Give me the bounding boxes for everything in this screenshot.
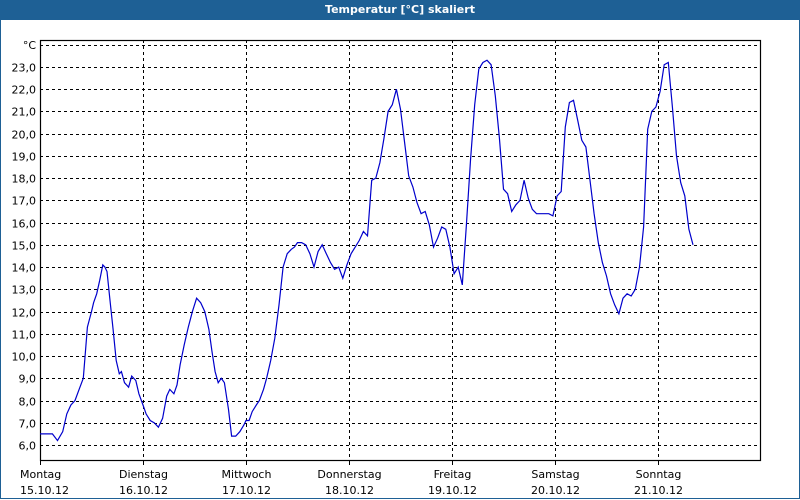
y-axis-unit-label: °C — [23, 39, 37, 52]
y-tick-label: 16,0 — [12, 218, 37, 231]
x-tick-day: Sonntag — [636, 468, 682, 481]
x-tick-day: Samstag — [531, 468, 579, 481]
x-tick-day: Freitag — [434, 468, 472, 481]
window-title: Temperatur [°C] skaliert — [0, 0, 800, 20]
y-tick-label: 23,0 — [12, 62, 37, 75]
x-tick-date: 18.10.12 — [325, 484, 374, 497]
y-tick-label: 8,0 — [19, 396, 37, 409]
x-tick-day: Donnerstag — [317, 468, 381, 481]
y-tick-label: 12,0 — [12, 307, 37, 320]
x-tick-date: 21.10.12 — [634, 484, 683, 497]
temperature-line — [40, 59, 694, 442]
y-tick-label: 15,0 — [12, 240, 37, 253]
x-tick-day: Mittwoch — [222, 468, 272, 481]
y-tick-label: 18,0 — [12, 173, 37, 186]
y-tick-label: 14,0 — [12, 262, 37, 275]
y-tick-label: 20,0 — [12, 129, 37, 142]
y-tick-label: 11,0 — [12, 329, 37, 342]
x-tick-date: 20.10.12 — [531, 484, 580, 497]
x-tick-date: 15.10.12 — [20, 484, 69, 497]
y-tick-label: 22,0 — [12, 84, 37, 97]
plot-frame — [39, 39, 762, 462]
y-tick-label: 19,0 — [12, 151, 37, 164]
x-tick-day: Montag — [20, 468, 61, 481]
x-tick-day: Dienstag — [119, 468, 168, 481]
x-tick-date: 16.10.12 — [119, 484, 168, 497]
y-tick-label: 9,0 — [19, 373, 37, 386]
y-tick-label: 17,0 — [12, 195, 37, 208]
y-tick-label: 13,0 — [12, 284, 37, 297]
x-tick-date: 19.10.12 — [428, 484, 477, 497]
y-tick-label: 10,0 — [12, 351, 37, 364]
y-tick-label: 6,0 — [19, 440, 37, 453]
x-tick-date: 17.10.12 — [222, 484, 271, 497]
y-tick-label: 21,0 — [12, 106, 37, 119]
y-tick-label: 7,0 — [19, 418, 37, 431]
